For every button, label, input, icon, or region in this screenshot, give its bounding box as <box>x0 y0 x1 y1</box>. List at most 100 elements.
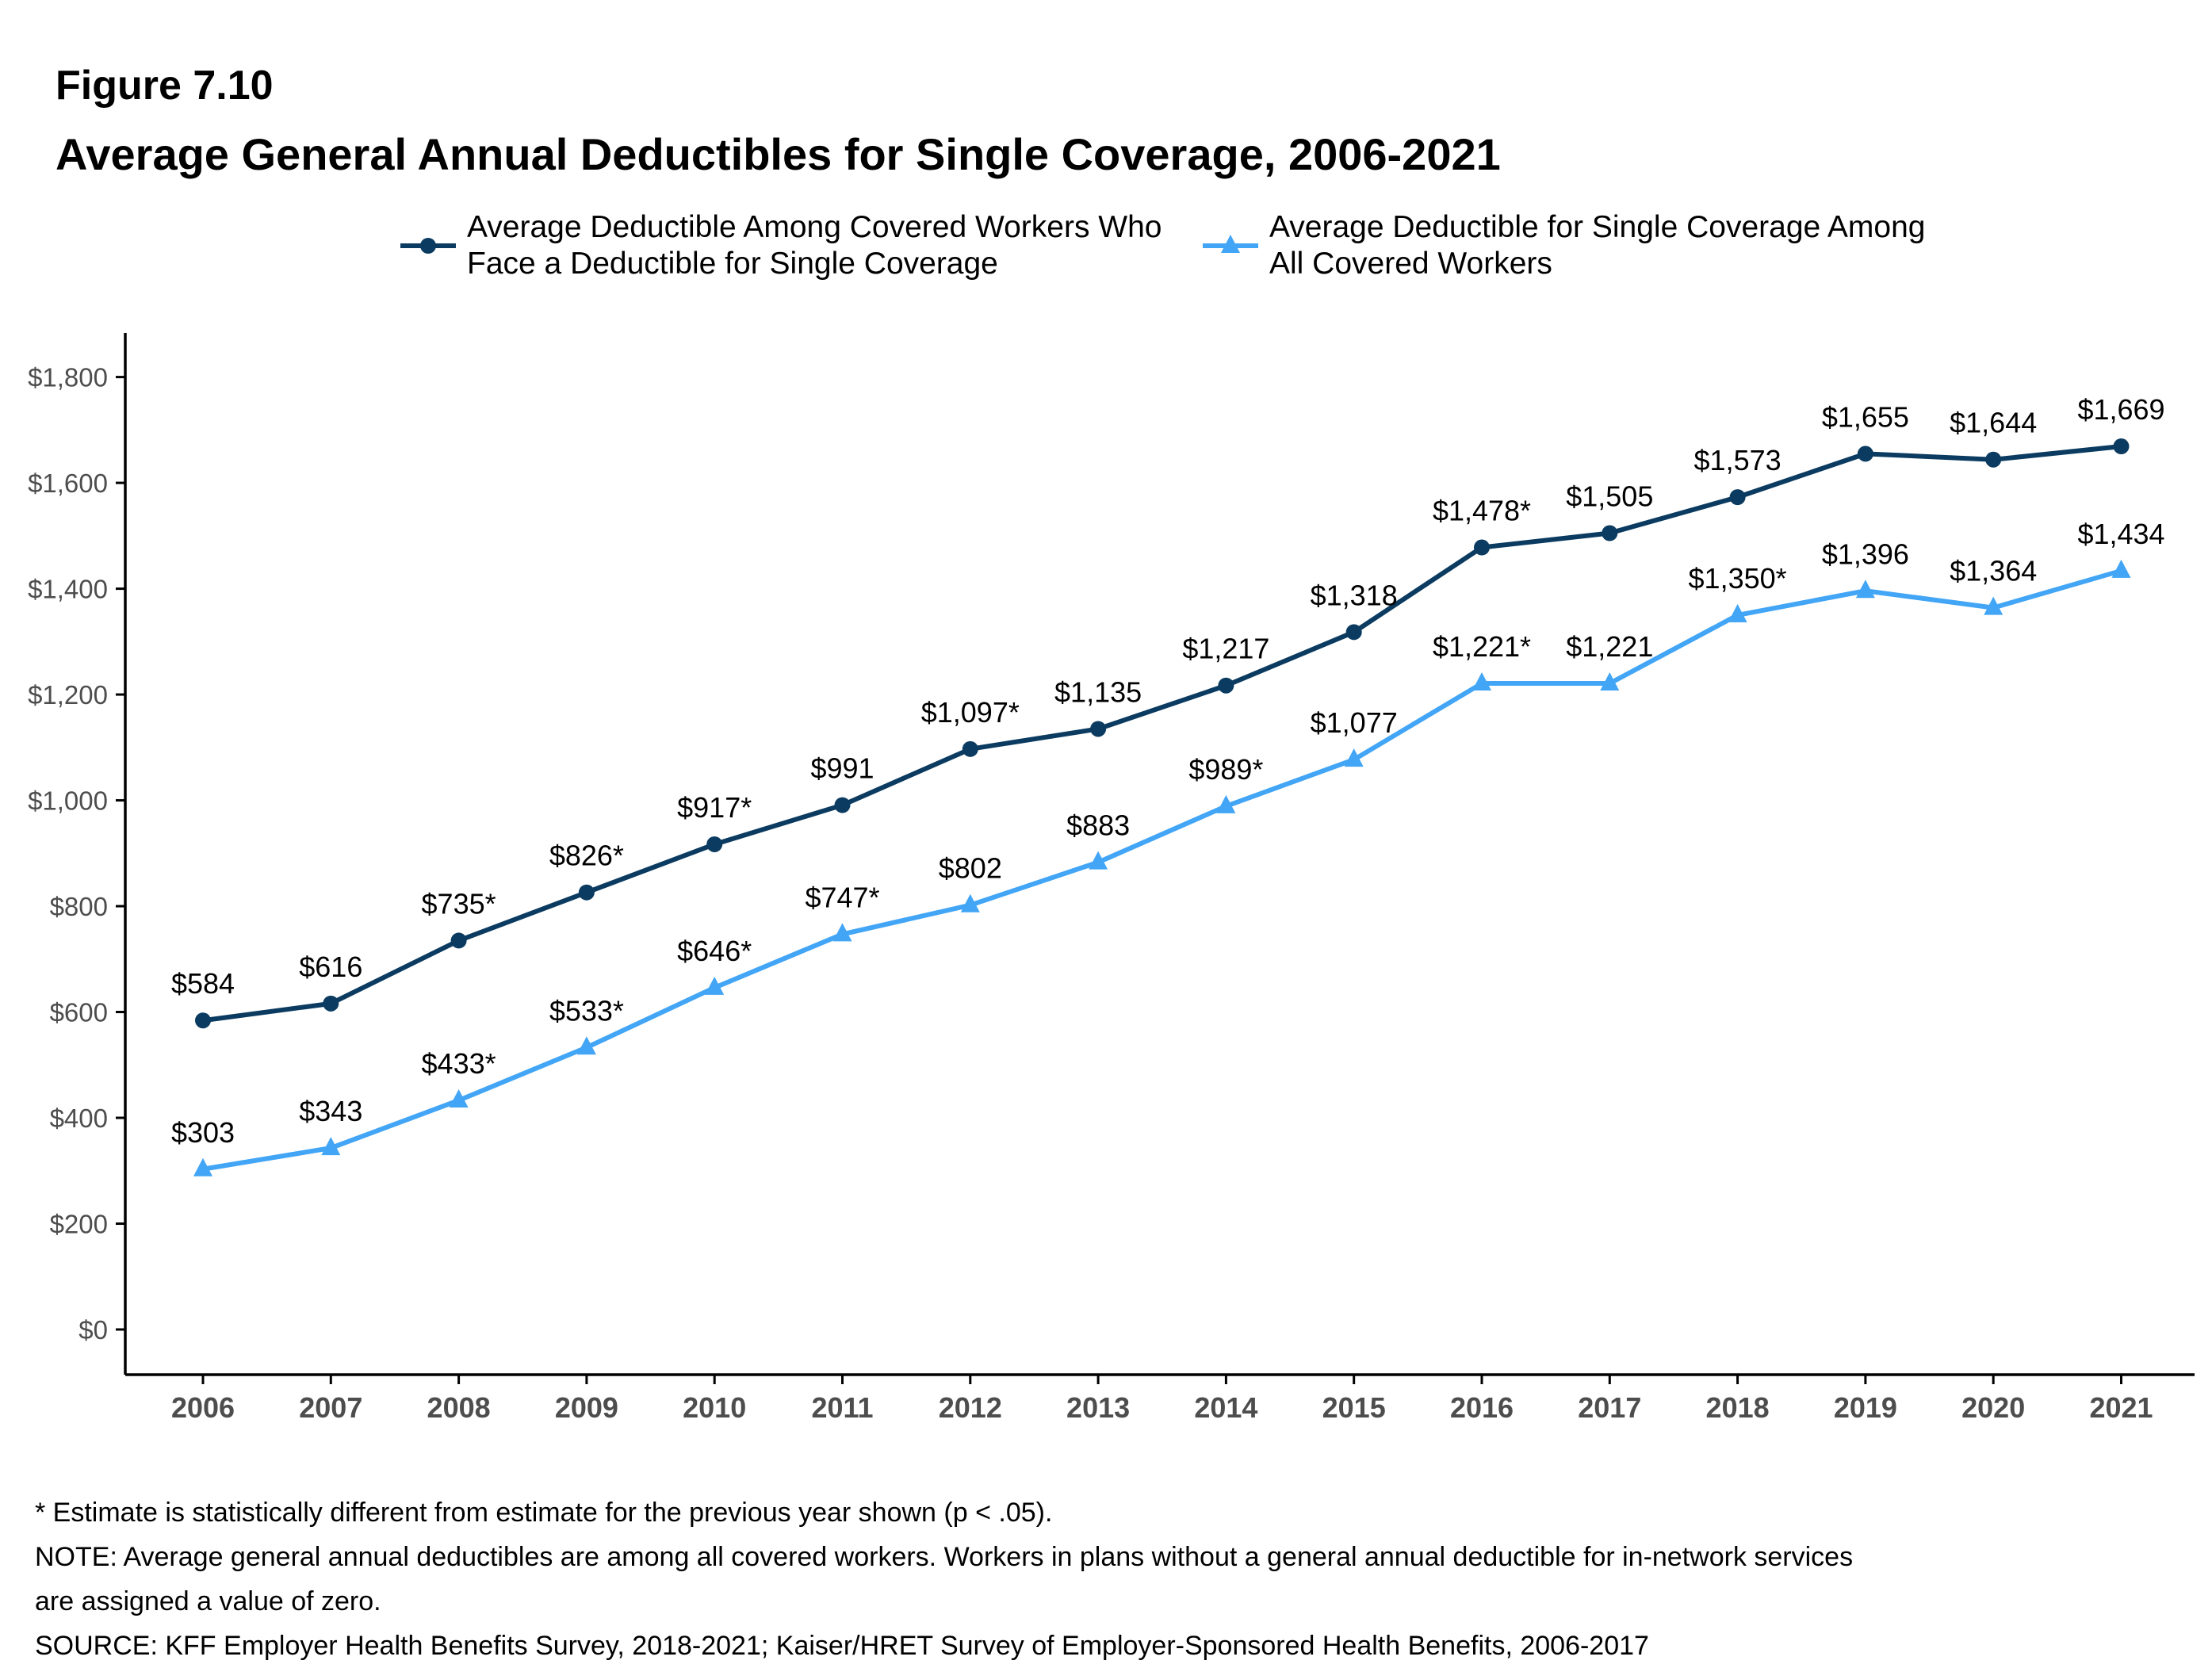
data-point <box>1216 794 1236 813</box>
data-label: $1,221* <box>1433 630 1531 663</box>
data-label: $646* <box>677 935 752 967</box>
data-point <box>323 995 339 1012</box>
data-point <box>1600 672 1620 691</box>
data-label: $343 <box>299 1095 362 1127</box>
data-label: $1,221 <box>1566 630 1653 663</box>
y-tick-label: $0 <box>78 1315 108 1345</box>
y-tick-label: $1,200 <box>28 680 108 710</box>
data-point <box>450 932 467 949</box>
footnote-note-line-2: are assigned a value of zero. <box>35 1586 381 1616</box>
x-tick-label: 2010 <box>683 1391 746 1424</box>
data-point <box>449 1088 469 1108</box>
data-point <box>1090 721 1107 737</box>
data-label: $1,644 <box>1950 407 2037 439</box>
data-point <box>195 1012 211 1029</box>
x-tick-label: 2008 <box>427 1391 491 1424</box>
legend-item-1: Average Deductible Among Covered Workers… <box>400 210 1162 281</box>
data-label: $883 <box>1066 809 1130 842</box>
x-tick-label: 2009 <box>555 1391 618 1424</box>
data-label: $802 <box>939 852 1002 885</box>
data-label: $1,097* <box>921 696 1020 729</box>
y-tick-label: $1,800 <box>28 363 108 392</box>
x-tick-label: 2017 <box>1578 1391 1641 1424</box>
data-point <box>1218 677 1234 694</box>
data-point <box>706 836 723 852</box>
y-tick-label: $600 <box>50 998 108 1027</box>
data-point <box>1728 603 1747 622</box>
data-label: $1,655 <box>1822 400 1909 433</box>
data-point <box>832 923 852 942</box>
data-point <box>1984 596 2003 615</box>
legend-label: Average Deductible Among Covered Workers… <box>467 210 1162 244</box>
data-label: $1,478* <box>1433 495 1531 527</box>
data-label: $533* <box>549 994 624 1027</box>
data-label: $1,350* <box>1689 562 1787 595</box>
y-tick-label: $400 <box>50 1104 108 1133</box>
x-tick-label: 2016 <box>1450 1391 1514 1424</box>
x-tick-label: 2013 <box>1066 1391 1130 1424</box>
series-markers <box>193 438 2131 1176</box>
y-tick-label: $800 <box>50 892 108 921</box>
data-label: $1,077 <box>1311 706 1398 739</box>
x-tick-label: 2012 <box>939 1391 1002 1424</box>
data-label: $989* <box>1188 753 1263 786</box>
footnotes: * Estimate is statistically different fr… <box>35 1490 2176 1668</box>
data-label: $584 <box>171 967 235 1000</box>
figure-label: Figure 7.10 <box>55 63 274 109</box>
data-label: $1,434 <box>2077 518 2164 550</box>
data-point <box>1345 624 1362 641</box>
data-label: $433* <box>422 1047 496 1080</box>
y-tick-label: $1,400 <box>28 575 108 604</box>
data-label: $1,135 <box>1054 675 1142 708</box>
data-point <box>1089 851 1108 870</box>
data-label: $1,364 <box>1950 555 2037 587</box>
data-point <box>1857 446 1873 462</box>
data-label: $735* <box>422 887 496 920</box>
y-tick-label: $200 <box>50 1210 108 1239</box>
data-point <box>1344 748 1364 767</box>
data-point <box>962 740 978 757</box>
data-label: $1,573 <box>1694 444 1781 476</box>
y-tick-label: $1,000 <box>28 786 108 816</box>
data-point <box>576 1036 596 1055</box>
line-chart: Average Deductible Among Covered Workers… <box>28 210 2195 1424</box>
legend-marker <box>1221 235 1240 253</box>
data-point <box>1729 489 1746 506</box>
series-line-1 <box>201 444 2124 1023</box>
data-point <box>578 884 595 901</box>
chart-title: Average General Annual Deductibles for S… <box>55 129 1501 179</box>
data-label: $1,669 <box>2077 393 2164 426</box>
data-label: $616 <box>299 951 362 983</box>
x-tick-label: 2011 <box>811 1391 873 1424</box>
x-tick-label: 2014 <box>1194 1391 1257 1424</box>
data-point <box>1602 525 1618 541</box>
data-label: $1,396 <box>1822 538 1909 570</box>
data-point <box>1985 451 2002 468</box>
x-tick-label: 2007 <box>299 1391 362 1424</box>
data-label: $917* <box>677 791 752 824</box>
data-labels: $584 $616 $735* $826* $917* $991 $1,097* $1,135… <box>171 393 2165 1149</box>
legend-marker <box>420 238 436 254</box>
legend: Average Deductible Among Covered Workers… <box>400 210 1925 281</box>
x-tick-label: 2018 <box>1706 1391 1770 1424</box>
series-lines <box>201 444 2124 1172</box>
footnote-note-line-1: NOTE: Average general annual deductibles… <box>35 1542 1854 1572</box>
legend-item-2: Average Deductible for Single Coverage A… <box>1203 210 1925 281</box>
x-tick-label: 2020 <box>1961 1391 2025 1424</box>
axes: $0 $200 $400 $600 $800 $1,000 $1,200 $1,400 $1,6… <box>28 333 2195 1424</box>
x-tick-label: 2021 <box>2089 1391 2153 1424</box>
data-point <box>2111 559 2131 578</box>
data-point <box>193 1157 212 1176</box>
x-tick-label: 2015 <box>1322 1391 1386 1424</box>
data-point <box>834 797 851 813</box>
data-point <box>960 893 980 912</box>
x-tick-label: 2019 <box>1834 1391 1897 1424</box>
data-label: $826* <box>549 840 624 872</box>
data-label: $991 <box>810 752 874 785</box>
data-label: $1,505 <box>1566 480 1653 513</box>
data-label: $747* <box>805 881 879 913</box>
data-label: $1,217 <box>1182 633 1269 665</box>
data-point <box>321 1137 341 1156</box>
series-line-2 <box>201 568 2124 1172</box>
y-tick-label: $1,600 <box>28 469 108 498</box>
